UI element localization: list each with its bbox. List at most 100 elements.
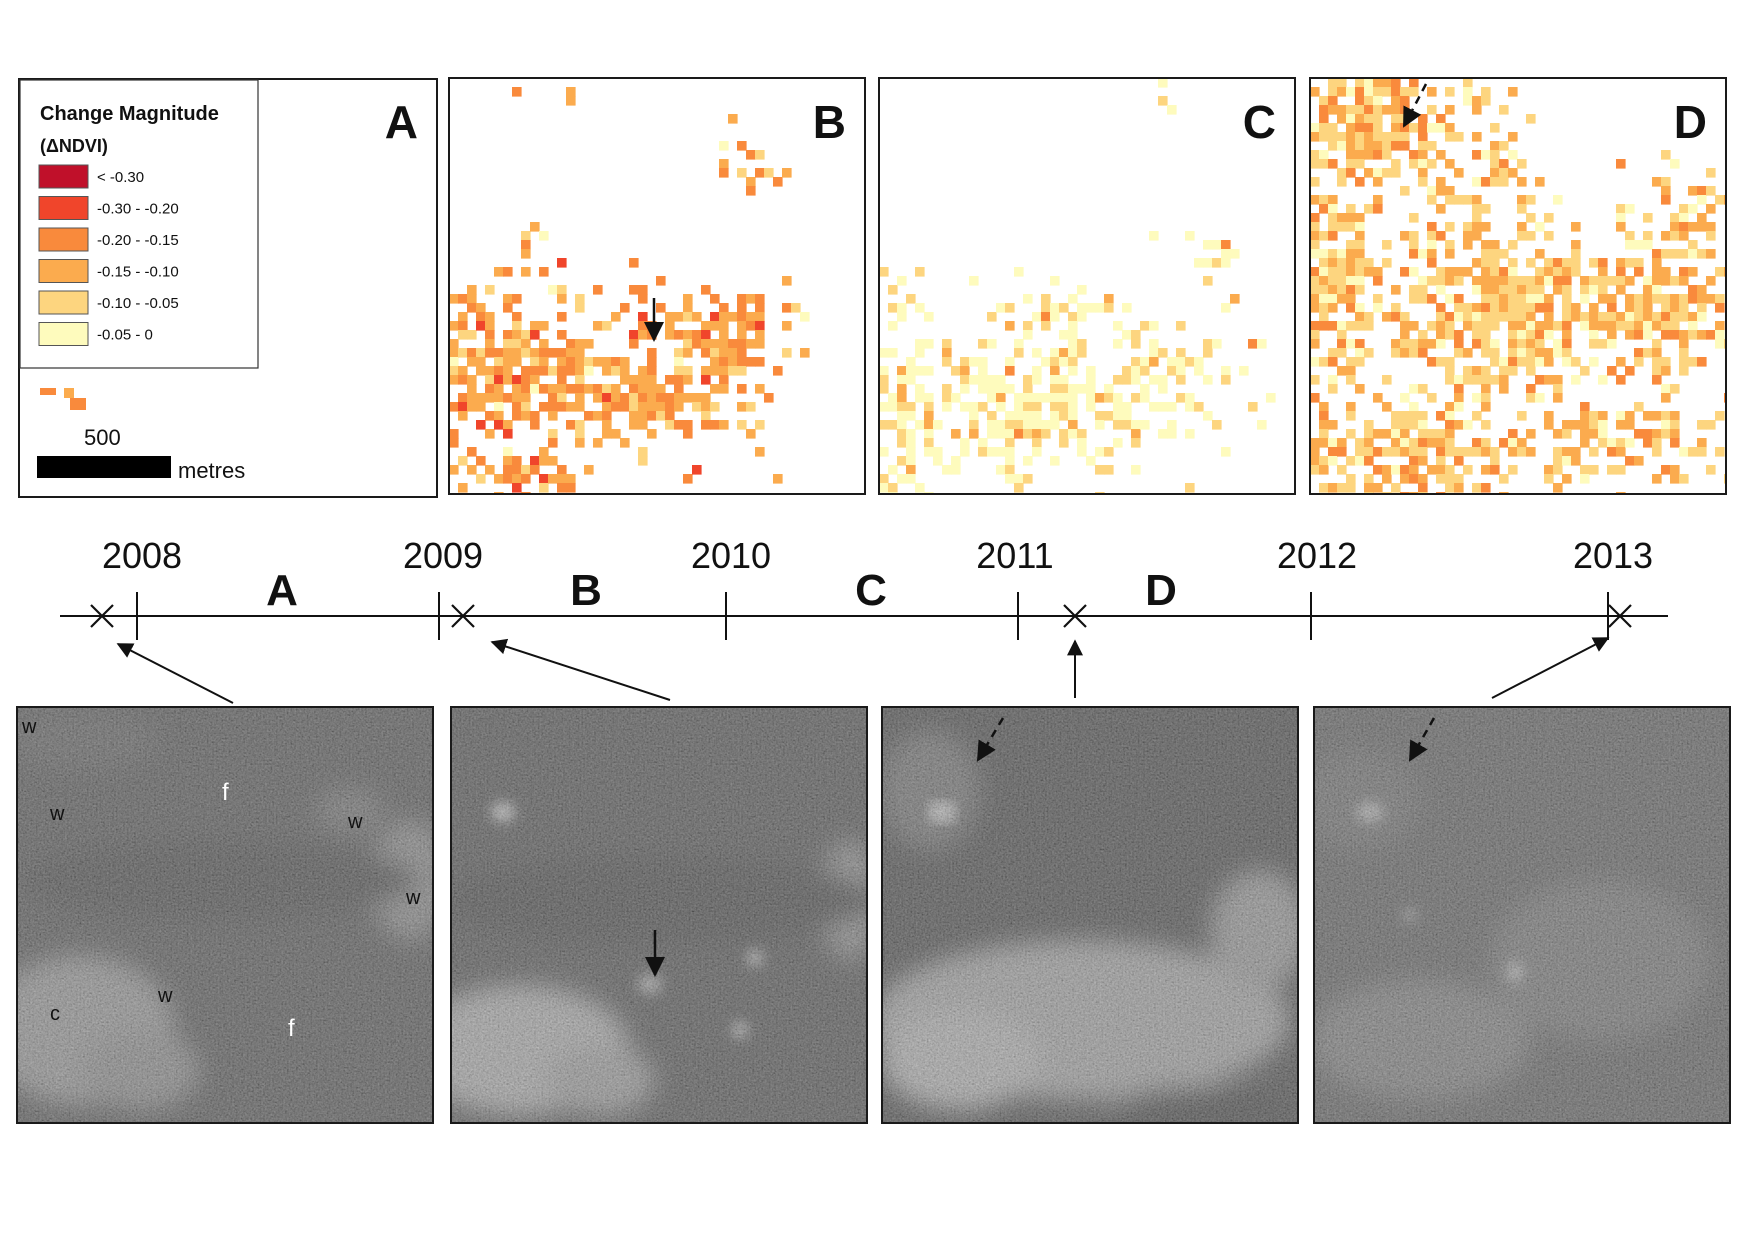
change-pixel (575, 420, 585, 430)
change-pixel (1607, 447, 1617, 457)
panel-c-frame (878, 77, 1296, 495)
change-pixel (1490, 150, 1500, 160)
change-pixel (719, 366, 729, 376)
image-2008 (17, 707, 433, 1123)
change-pixel (1697, 330, 1707, 340)
change-pixel (1059, 411, 1069, 421)
change-pixel (1355, 231, 1365, 241)
change-pixel (1400, 231, 1410, 241)
change-pixel (1319, 123, 1329, 133)
change-pixel (611, 384, 621, 394)
change-pixel (1346, 303, 1356, 313)
change-pixel (1643, 429, 1653, 439)
change-pixel (1445, 411, 1455, 421)
change-pixel (1391, 312, 1401, 322)
change-pixel (1337, 339, 1347, 349)
change-pixel (602, 420, 612, 430)
change-pixel (503, 429, 513, 439)
change-pixel (1095, 411, 1105, 421)
change-pixel (638, 384, 648, 394)
change-pixel (719, 330, 729, 340)
change-pixel (897, 438, 907, 448)
change-pixel (557, 474, 567, 484)
change-pixel (1400, 411, 1410, 421)
change-pixel (1014, 393, 1024, 403)
change-pixel (1319, 357, 1329, 367)
change-pixel (1697, 213, 1707, 223)
change-pixel (1400, 420, 1410, 430)
change-pixel (521, 249, 531, 259)
change-pixel (1436, 123, 1446, 133)
change-pixel (449, 294, 459, 304)
change-pixel (1445, 195, 1455, 205)
change-pixel (1445, 447, 1455, 457)
change-pixel (1544, 348, 1554, 358)
change-pixel (1337, 276, 1347, 286)
change-pixel (449, 465, 459, 475)
change-pixel (1355, 258, 1365, 268)
change-pixel (1679, 303, 1689, 313)
change-pixel (512, 402, 522, 412)
change-pixel (1445, 357, 1455, 367)
change-pixel (458, 312, 468, 322)
change-pixel (1697, 222, 1707, 232)
change-pixel (1463, 303, 1473, 313)
image-2013 (1314, 707, 1730, 1123)
change-pixel (539, 321, 549, 331)
change-pixel (1499, 357, 1509, 367)
change-pixel (1418, 168, 1428, 178)
change-pixel (1598, 276, 1608, 286)
change-pixel (746, 429, 756, 439)
change-pixel (1535, 330, 1545, 340)
change-pixel (1688, 267, 1698, 277)
change-pixel (1616, 276, 1626, 286)
change-pixel (897, 303, 907, 313)
change-pixel (1715, 195, 1725, 205)
change-pixel (1553, 465, 1563, 475)
change-pixel (1562, 357, 1572, 367)
change-pixel (476, 366, 486, 376)
change-pixel (1167, 420, 1177, 430)
change-pixel (710, 366, 720, 376)
change-pixel (70, 398, 86, 410)
change-pixel (1400, 186, 1410, 196)
change-pixel (960, 438, 970, 448)
change-pixel (1679, 348, 1689, 358)
change-pixel (1373, 105, 1383, 115)
change-pixel (1346, 105, 1356, 115)
change-pixel (1481, 420, 1491, 430)
change-pixel (987, 339, 997, 349)
change-pixel (1310, 150, 1320, 160)
change-pixel (1337, 132, 1347, 142)
change-pixel (485, 312, 495, 322)
change-pixel (1023, 393, 1033, 403)
change-pixel (951, 366, 961, 376)
change-pixel (1355, 348, 1365, 358)
change-pixel (1562, 348, 1572, 358)
change-pixel (1364, 96, 1374, 106)
change-pixel (1068, 321, 1078, 331)
pointer-arrow-image-2 (490, 638, 671, 701)
change-pixel (647, 384, 657, 394)
change-pixel (1670, 330, 1680, 340)
change-pixel (1652, 348, 1662, 358)
change-pixel (1382, 429, 1392, 439)
change-pixel (1050, 366, 1060, 376)
change-pixel (548, 456, 558, 466)
change-pixel (1158, 384, 1168, 394)
change-pixel (521, 330, 531, 340)
change-pixel (728, 357, 738, 367)
change-pixel (1589, 312, 1599, 322)
change-pixel (1337, 267, 1347, 277)
change-pixel (933, 456, 943, 466)
change-pixel (728, 366, 738, 376)
change-pixel (1463, 222, 1473, 232)
change-pixel (593, 321, 603, 331)
change-pixel (1364, 105, 1374, 115)
change-pixel (1391, 438, 1401, 448)
change-pixel (1409, 78, 1419, 88)
change-pixel (674, 330, 684, 340)
change-pixel (1373, 150, 1383, 160)
change-pixel (1409, 213, 1419, 223)
change-pixel (512, 312, 522, 322)
